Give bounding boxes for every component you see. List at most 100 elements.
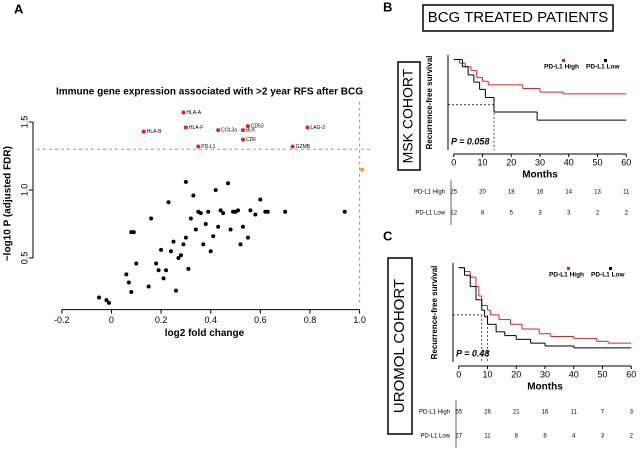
point	[201, 242, 206, 247]
y-tick-label: 0.5	[19, 252, 29, 265]
cohort-box	[387, 257, 413, 435]
x-tick-label: 50	[597, 369, 607, 379]
risk-count: 3	[601, 434, 605, 440]
point	[206, 209, 211, 214]
cohort-label: MSK COHORT	[400, 68, 416, 163]
risk-row-label: PD-L1 High	[419, 410, 450, 416]
point	[106, 300, 111, 305]
risk-count: 3	[630, 410, 634, 416]
point	[146, 284, 151, 289]
panel-label: C	[383, 228, 393, 243]
x-tick-label: 20	[506, 157, 516, 167]
point	[97, 295, 102, 300]
point	[129, 290, 134, 294]
point	[240, 224, 245, 229]
x-tick-label: 0.2	[155, 315, 168, 325]
header-title: BCG TREATED PATIENTS	[428, 9, 609, 26]
risk-count: 7	[601, 410, 605, 416]
y-tick-label: 1.5	[19, 116, 29, 129]
point	[198, 211, 203, 216]
point	[290, 144, 295, 149]
x-tick-label: 0.8	[304, 315, 317, 325]
risk-count: 13	[594, 190, 601, 196]
point	[203, 222, 208, 226]
x-tick-label: 0	[109, 315, 114, 325]
legend-label: PD-L1 Low	[586, 64, 621, 71]
point	[183, 125, 188, 130]
x-axis-label: log2 fold change	[165, 328, 245, 339]
risk-count: 14	[565, 190, 572, 196]
x-tick-label: 30	[535, 157, 545, 167]
x-axis-label: Months	[522, 170, 558, 181]
risk-count: 11	[623, 190, 630, 196]
point	[236, 208, 240, 213]
x-tick-label: 10	[477, 157, 487, 167]
x-tick-label: 30	[540, 369, 550, 379]
legend-swatch	[604, 59, 607, 62]
point	[213, 188, 218, 192]
point-label: HLA-B	[147, 129, 162, 135]
point	[183, 235, 188, 240]
point-label: CD6	[246, 137, 256, 143]
point	[211, 234, 216, 239]
point	[191, 193, 196, 198]
risk-count: 11	[484, 434, 491, 440]
point	[188, 216, 193, 221]
point	[161, 276, 166, 281]
point	[283, 209, 288, 214]
risk-count: 26	[484, 410, 491, 416]
x-tick-label: 40	[564, 157, 574, 167]
legend-swatch	[562, 59, 565, 62]
point-label: HLA-F	[189, 125, 203, 131]
risk-count: 11	[571, 410, 578, 416]
point-label: PD-L1	[201, 144, 215, 150]
risk-count: 8	[481, 211, 485, 217]
point	[134, 261, 139, 266]
risk-count: 21	[513, 410, 520, 416]
point-label: CD53	[251, 123, 264, 129]
point	[166, 200, 171, 205]
point	[342, 209, 347, 214]
point	[169, 249, 173, 254]
point	[181, 110, 186, 115]
point	[104, 298, 109, 303]
point	[171, 239, 176, 244]
point	[141, 129, 146, 134]
point	[193, 227, 198, 232]
risk-count: 16	[537, 190, 544, 196]
y-axis-label: −log10 P (adjusted FDR)	[3, 146, 14, 261]
point	[253, 212, 258, 217]
x-tick-label: 60	[621, 157, 631, 167]
point	[221, 211, 226, 216]
header-box	[422, 4, 614, 32]
point	[248, 208, 253, 213]
point-label: COL3a	[221, 127, 237, 133]
panel-label: A	[14, 1, 24, 16]
risk-count: 5	[510, 211, 514, 217]
legend-label: PD-L1 High	[544, 64, 579, 71]
point	[196, 144, 201, 149]
y-tick-label: 1.0	[19, 184, 29, 197]
point	[226, 181, 231, 186]
point	[164, 268, 169, 273]
p-value: P = 0.48	[456, 348, 489, 358]
risk-count: 8	[515, 434, 519, 440]
x-tick-label: 0.4	[204, 315, 217, 325]
risk-count: 16	[542, 410, 549, 416]
risk-row-label: PD-L1 Low	[415, 211, 445, 217]
point	[154, 261, 159, 266]
risk-count: 2	[625, 211, 629, 217]
y-axis-label: Recurrence-free survival	[425, 56, 434, 150]
point	[216, 128, 221, 133]
x-tick-label: 1.0	[353, 315, 366, 325]
risk-row-label: PD-L1 Low	[420, 434, 450, 440]
point	[176, 256, 181, 260]
point	[240, 128, 245, 133]
point	[124, 272, 129, 277]
point	[216, 224, 221, 229]
p-value: P = 0.058	[451, 136, 489, 146]
point-label: LAG-3	[310, 125, 325, 131]
point	[173, 288, 178, 293]
risk-count: 18	[508, 190, 515, 196]
